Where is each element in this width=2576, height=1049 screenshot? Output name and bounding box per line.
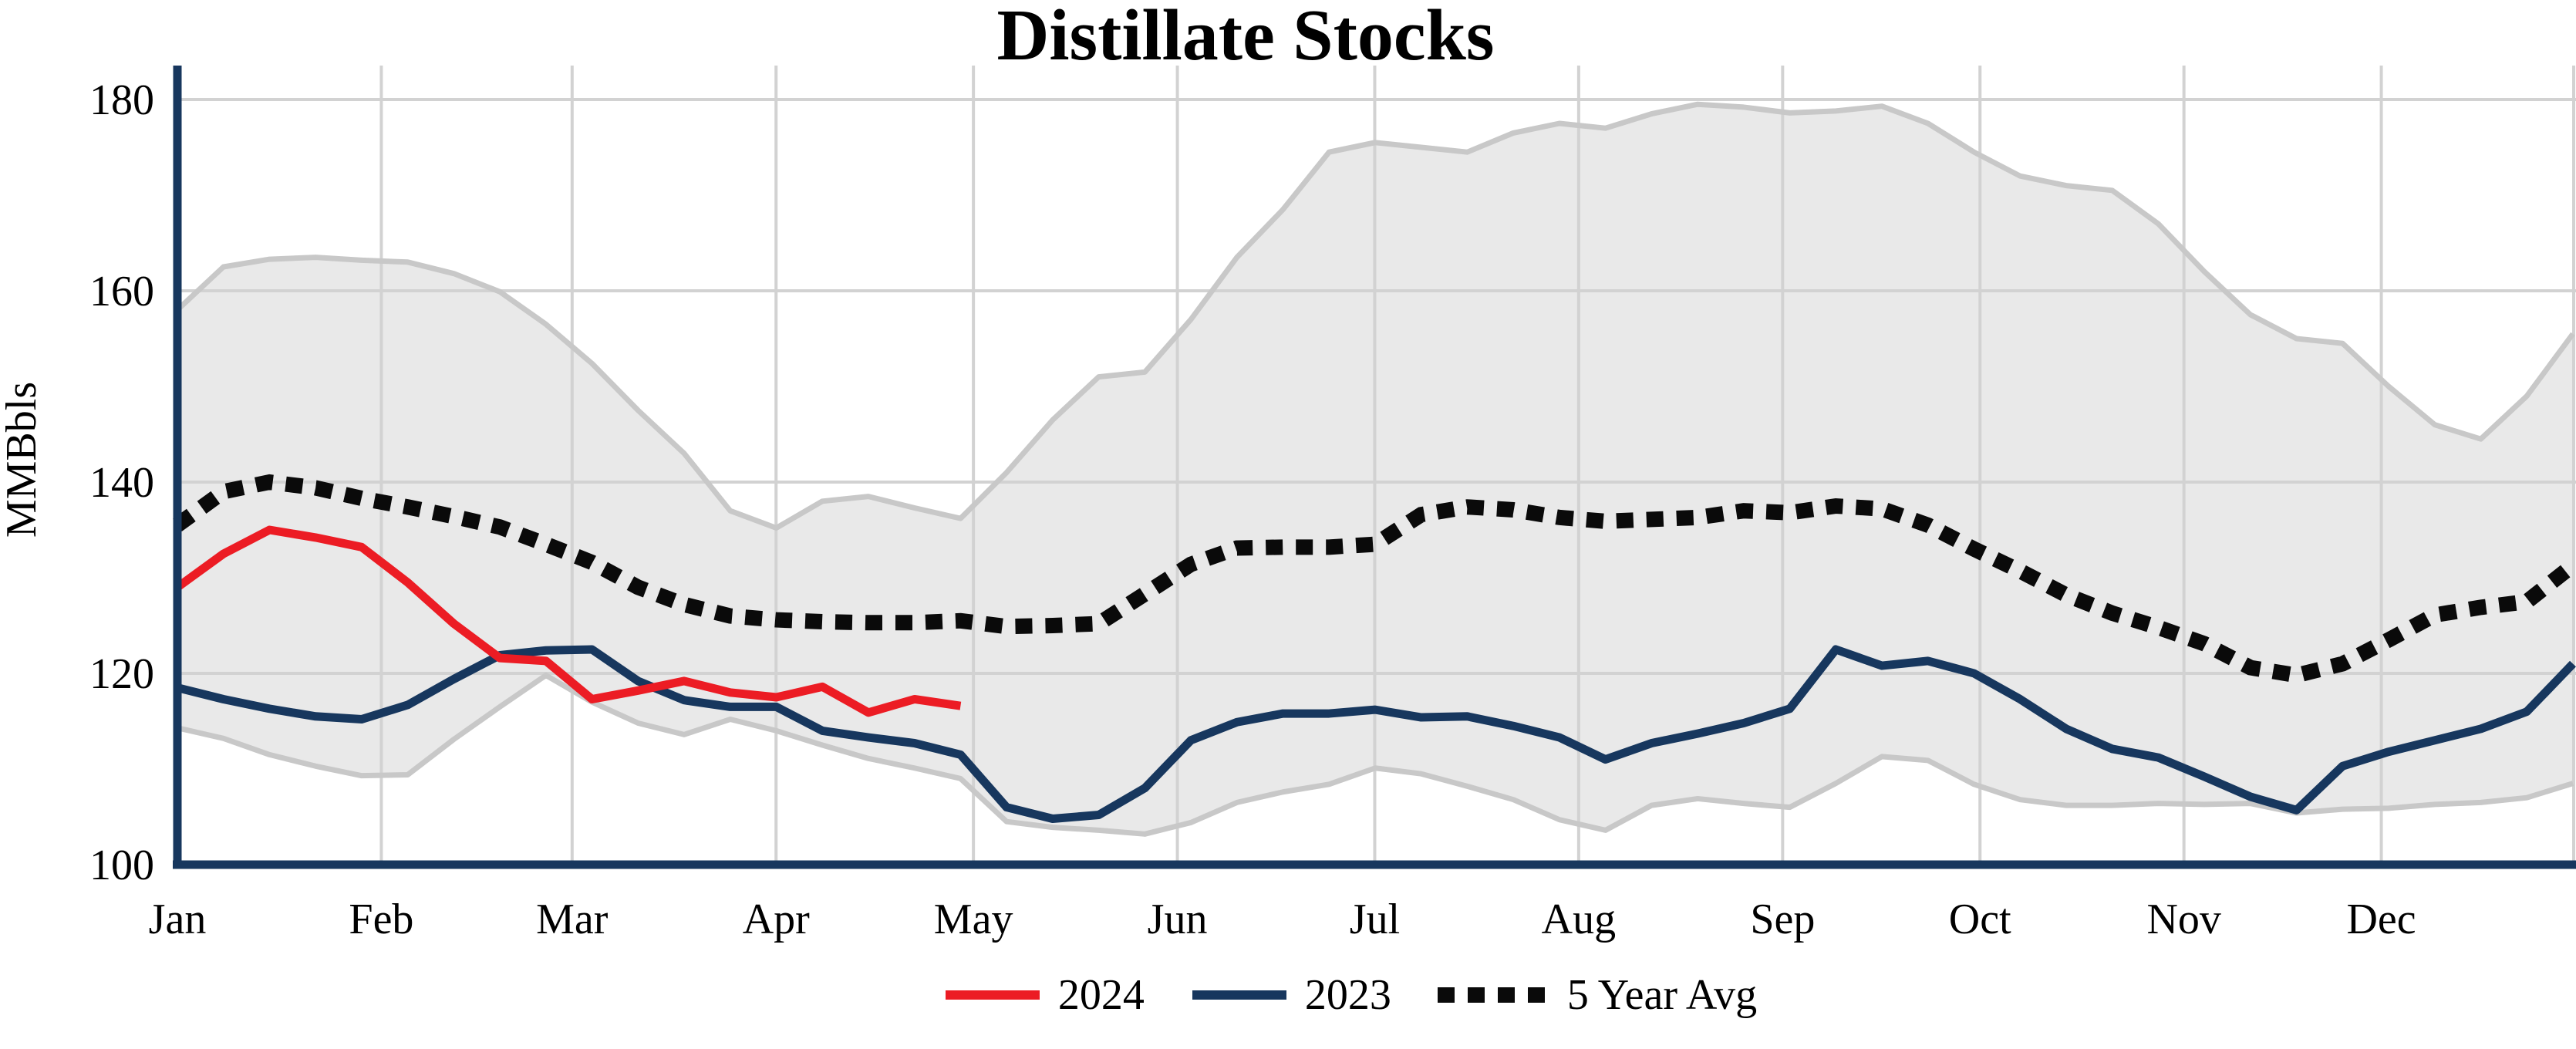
- series-line-2023: [176, 645, 2576, 823]
- x-tick-label-Jul: Jul: [1350, 896, 1400, 943]
- x-tick-label-Jan: Jan: [149, 896, 207, 943]
- y-tick-label-180: 180: [89, 76, 154, 124]
- legend-label-5yr-avg: 5 Year Avg: [1566, 971, 1758, 1019]
- legend-item-2024: 2024: [942, 970, 1145, 1020]
- x-tick-label-Jun: Jun: [1148, 896, 1208, 943]
- black-dotted-line-icon: [1437, 987, 1550, 1003]
- x-tick-label-Aug: Aug: [1542, 896, 1616, 943]
- five-year-range-upper-edge: [175, 101, 2575, 531]
- navy-line-icon: [1192, 990, 1286, 1000]
- x-tick-label-Nov: Nov: [2146, 896, 2220, 943]
- y-tick-label-120: 120: [89, 650, 154, 698]
- legend-label-2024: 2024: [1057, 971, 1145, 1019]
- chart-legend: 2024 2023 5 Year Avg: [123, 970, 2576, 1020]
- y-tick-label-100: 100: [89, 842, 154, 889]
- legend-item-5yr-avg: 5 Year Avg: [1436, 970, 1757, 1020]
- legend-item-2023: 2023: [1189, 970, 1391, 1020]
- five-year-range-lower-edge: [177, 672, 2574, 837]
- y-tick-label-140: 140: [89, 459, 154, 507]
- legend-label-2023: 2023: [1304, 971, 1391, 1019]
- y-axis-title: MMBbls: [0, 381, 46, 538]
- x-tick-label-Oct: Oct: [1949, 896, 2011, 943]
- x-tick-label-Sep: Sep: [1750, 896, 1815, 943]
- chart-title: Distillate Stocks: [996, 0, 1495, 76]
- red-line-icon: [945, 990, 1040, 1000]
- x-tick-label-Mar: Mar: [536, 896, 609, 943]
- series-line-2024: [174, 525, 962, 717]
- x-tick-label-Dec: Dec: [2346, 896, 2416, 943]
- x-tick-label-May: May: [934, 896, 1013, 943]
- y-tick-label-160: 160: [89, 268, 154, 315]
- x-tick-label-Apr: Apr: [743, 896, 810, 943]
- x-tick-label-Feb: Feb: [349, 896, 413, 943]
- five-year-avg-line: [173, 474, 2576, 683]
